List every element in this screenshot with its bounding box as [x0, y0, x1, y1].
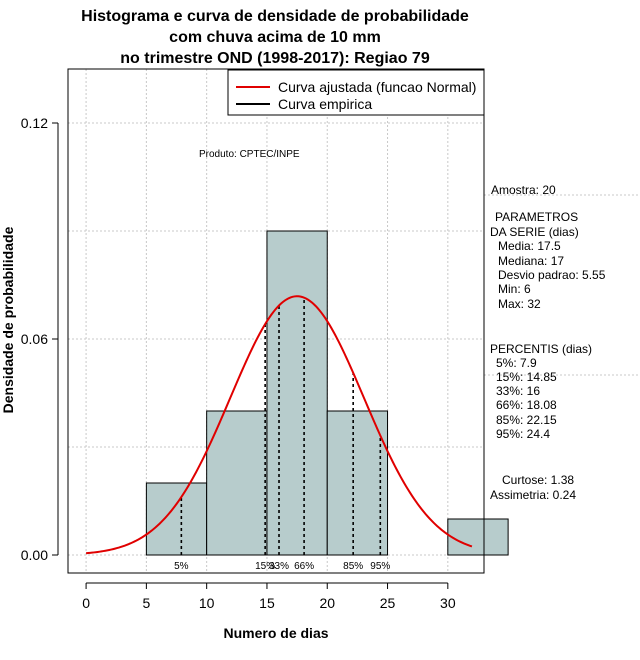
pct-5: 5%: 7.9 [496, 356, 537, 370]
y-axis-title: Densidade de probabilidade [0, 226, 16, 413]
x-tick-label: 10 [199, 595, 215, 611]
x-tick-label: 20 [319, 595, 335, 611]
percentile-marker-label: 85% [343, 561, 363, 572]
skewness: Assimetria: 0.24 [490, 488, 576, 502]
stat-min: Min: 6 [498, 282, 531, 296]
statistics-panel: Amostra: 20 PARAMETROS DA SERIE (dias) M… [490, 183, 606, 502]
legend: Curva ajustada (funcao Normal) Curva emp… [227, 69, 485, 116]
sample-size: Amostra: 20 [491, 183, 556, 197]
percentile-markers: 5% 15%33% 66% 85% 95% [174, 297, 390, 572]
stat-mean: Media: 17.5 [498, 239, 561, 253]
percentile-marker-label: 5% [174, 561, 189, 572]
percentiles-title: PERCENTIS (dias) [490, 342, 592, 356]
legend-box [227, 69, 485, 116]
pct-95: 95%: 24.4 [496, 427, 550, 441]
legend-label-fitted: Curva ajustada (funcao Normal) [278, 79, 476, 95]
histogram-bar [266, 230, 328, 556]
axes: 0 5 10 15 20 25 30 0.00 0.06 0.12 [21, 115, 456, 611]
normal-curve-layer [86, 295, 473, 555]
histogram-bar [326, 410, 389, 556]
percentile-marker-label: 15% [255, 561, 275, 572]
pct-85: 85%: 22.15 [496, 413, 557, 427]
x-axis-title: Numero de dias [223, 625, 328, 641]
kurtosis: Curtose: 1.38 [502, 473, 574, 487]
plot-frame [67, 68, 485, 574]
params-title: PARAMETROS [495, 210, 578, 224]
x-tick-label: 15 [259, 595, 275, 611]
pct-66: 66%: 18.08 [496, 398, 557, 412]
y-tick-label: 0.00 [21, 547, 48, 563]
legend-label-empirical: Curva empirica [278, 96, 372, 112]
pct-33: 33%: 16 [496, 384, 540, 398]
product-annotation: Produto: CPTEC/INPE [199, 149, 300, 160]
histogram-bar [206, 410, 268, 556]
stat-max: Max: 32 [498, 297, 541, 311]
histogram-bar [447, 518, 509, 556]
x-tick-label: 5 [142, 595, 150, 611]
histogram-bar [145, 482, 208, 556]
x-tick-label: 30 [440, 595, 456, 611]
percentile-marker-label: 33% [269, 561, 289, 572]
y-tick-label: 0.06 [21, 331, 48, 347]
percentile-marker-label: 95% [370, 561, 390, 572]
normal-curve [86, 295, 473, 555]
stat-sd: Desvio padrao: 5.55 [498, 268, 606, 282]
x-tick-label: 25 [380, 595, 396, 611]
params-subtitle: DA SERIE (dias) [490, 225, 579, 239]
y-tick-label: 0.12 [21, 115, 48, 131]
x-tick-label: 0 [82, 595, 90, 611]
chart-title-line-2: com chuva acima de 10 mm [169, 29, 381, 46]
chart-title-line-3: no trimestre OND (1998-2017): Regiao 79 [120, 50, 430, 67]
histogram-bars [145, 230, 509, 556]
pct-15: 15%: 14.85 [496, 370, 557, 384]
stat-median: Mediana: 17 [498, 254, 564, 268]
percentile-marker-label: 66% [294, 561, 314, 572]
chart-title-line-1: Histograma e curva de densidade de proba… [81, 8, 469, 25]
